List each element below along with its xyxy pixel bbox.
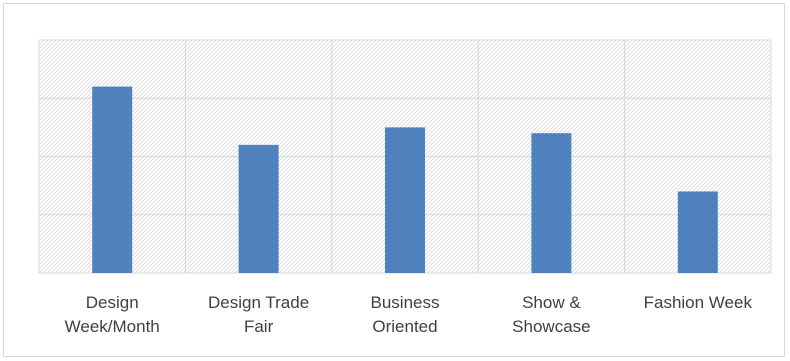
bar-1 <box>238 144 279 273</box>
category-labels: Design Week/Month Design Trade Fair Business… <box>65 293 753 336</box>
category-label-4: Fashion Week <box>644 293 753 312</box>
category-label-3: Show & Showcase <box>512 293 590 336</box>
bar-3 <box>531 133 572 273</box>
bar-0 <box>92 86 133 273</box>
category-label-0: Design Week/Month <box>65 293 160 336</box>
bar-2 <box>385 127 425 273</box>
category-label-2: Business Oriented <box>371 293 440 336</box>
category-label-1: Design Trade Fair <box>208 293 309 336</box>
bars <box>92 86 718 273</box>
bar-4 <box>677 191 718 273</box>
